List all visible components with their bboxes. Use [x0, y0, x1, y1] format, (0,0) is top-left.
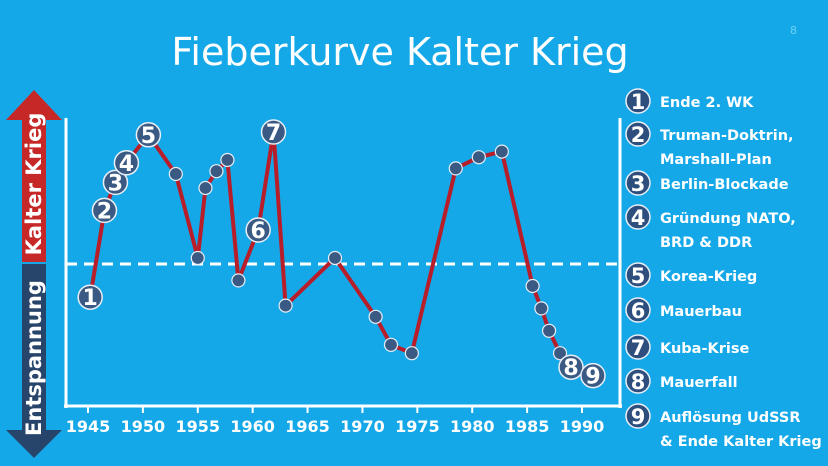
legend-number-badge	[625, 368, 651, 394]
data-point	[231, 273, 246, 288]
legend-number-badge	[625, 334, 651, 360]
legend-number: 2	[631, 123, 646, 147]
legend-number-badge	[625, 204, 651, 230]
legend-number-badge	[625, 403, 651, 429]
data-points-layer	[168, 144, 568, 361]
legend-entry-text: Ende 2. WK	[660, 95, 754, 111]
data-point	[541, 323, 557, 338]
annotation-label: 6	[250, 219, 265, 244]
legend-entry-text: Truman-Doktrin,	[660, 128, 794, 144]
x-tick-label: 1950	[121, 417, 166, 436]
data-point	[448, 161, 463, 176]
annotation-label: 3	[108, 171, 123, 196]
legend-entry-text: Mauerfall	[660, 375, 738, 391]
x-tick-label: 1955	[176, 417, 221, 436]
data-point	[383, 337, 399, 352]
data-point	[278, 298, 293, 313]
arrow-up-shape	[6, 90, 62, 262]
x-tick-label: 1985	[505, 417, 550, 436]
x-ticks: 1945 1950 1955 1960 1965 1970 1975 1980 1985 1990	[66, 406, 605, 436]
annotation-marker	[102, 169, 129, 196]
y-label-down: Entspannung	[22, 280, 46, 436]
legend-entry-text: Kuba-Krise	[660, 341, 749, 357]
data-point	[404, 346, 419, 361]
data-point	[327, 250, 343, 266]
legend-entry-text: Auflösung UdSSR	[660, 410, 801, 426]
legend-entry-text: Korea-Krieg	[660, 269, 757, 285]
legend-number-badge	[625, 297, 651, 323]
legend-number: 1	[631, 90, 646, 114]
legend-entry-text: & Ende Kalter Krieg	[660, 434, 822, 450]
corner-mark: 8	[790, 24, 797, 37]
legend-number-badge	[625, 262, 651, 288]
data-point	[525, 278, 540, 294]
legend-number: 3	[631, 172, 646, 196]
legend-entry-text: Berlin-Blockade	[660, 177, 789, 193]
legend-number: 6	[631, 299, 646, 323]
data-point	[471, 150, 486, 165]
annotation-marker	[135, 122, 162, 148]
annotation-label: 7	[266, 121, 281, 146]
data-point	[168, 166, 183, 182]
legend-entry-text: BRD & DDR	[660, 235, 752, 251]
annotation-marker	[558, 354, 584, 380]
data-point	[220, 152, 235, 168]
legend-number-badge	[625, 88, 651, 114]
data-point	[552, 346, 568, 361]
chart-title: Fieberkurve Kalter Krieg	[171, 30, 629, 74]
annotation-marker	[580, 362, 606, 389]
annotation-label: 5	[141, 124, 156, 149]
annotation-label: 1	[83, 286, 98, 311]
annotation-label: 8	[563, 356, 578, 381]
annotation-marker	[245, 217, 271, 243]
data-point	[534, 301, 549, 316]
legend-number: 5	[631, 264, 646, 288]
x-tick-label: 1980	[450, 417, 495, 436]
x-tick-label: 1965	[285, 417, 330, 436]
series-line	[88, 130, 594, 378]
y-label-up: Kalter Krieg	[22, 113, 46, 256]
legend-number-badge	[625, 121, 651, 147]
x-tick-label: 1975	[395, 417, 440, 436]
x-tick-label: 1960	[230, 417, 275, 436]
data-point	[494, 144, 509, 159]
annotation-label: 9	[585, 365, 600, 390]
x-tick-label: 1970	[340, 417, 385, 436]
x-tick-label: 1990	[560, 417, 605, 436]
x-tick-label: 1945	[66, 417, 111, 436]
legend-entry-text: Marshall-Plan	[660, 152, 772, 168]
data-point	[368, 309, 383, 324]
annotation-label: 4	[119, 152, 134, 177]
data-point	[209, 164, 224, 179]
legend-number: 8	[631, 370, 646, 394]
legend-number: 4	[631, 206, 646, 230]
annotation-layer: 1 2 345 6 7 8 9	[77, 119, 606, 390]
legend-number: 7	[631, 336, 646, 360]
annotation-label: 2	[97, 199, 112, 224]
legend-entry-text: Gründung NATO,	[660, 211, 796, 227]
data-point	[198, 180, 213, 196]
legend-number: 9	[631, 405, 646, 429]
annotation-marker	[260, 119, 287, 145]
legend-number-badge	[625, 170, 651, 196]
data-line-layer	[88, 130, 594, 378]
y-arrow: Kalter Krieg Entspannung	[6, 90, 62, 458]
annotation-marker	[91, 197, 118, 224]
data-point	[190, 250, 205, 266]
annotation-marker	[113, 150, 140, 176]
legend-entry-text: Mauerbau	[660, 304, 742, 320]
arrow-down-shape	[6, 264, 62, 458]
legend: 1 Ende 2. WK 2 Truman-Doktrin, Marshall-Plan…	[625, 88, 822, 450]
annotation-marker	[77, 284, 103, 310]
